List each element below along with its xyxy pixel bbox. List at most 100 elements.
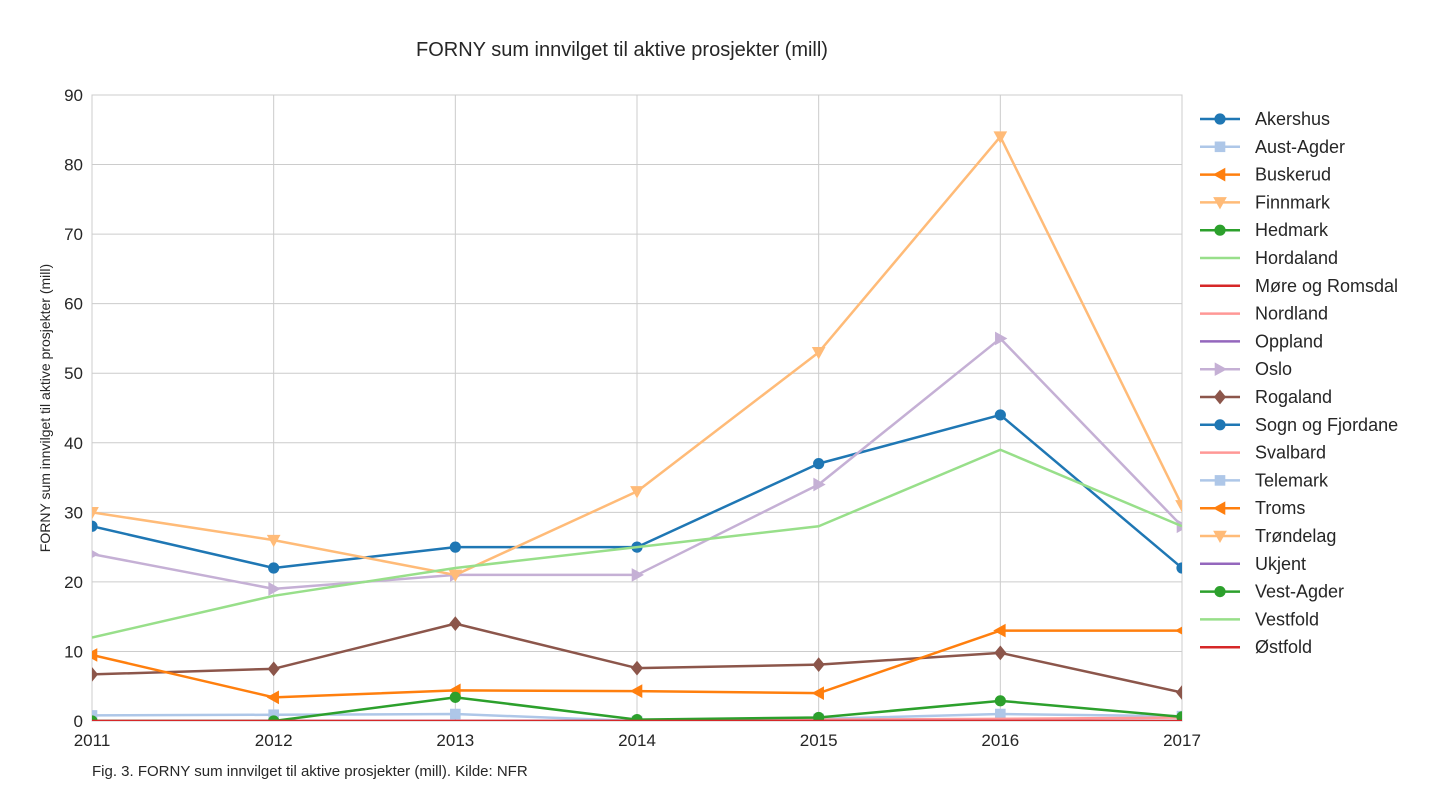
series-rogaland [92,616,1182,700]
legend-label: Nordland [1255,304,1328,324]
data-point [450,708,461,720]
series-nordland [92,716,1182,721]
y-tick-label: 20 [64,573,83,592]
data-point [813,458,825,470]
data-point [92,710,98,721]
legend-marker [1212,167,1226,182]
data-point [994,409,1006,421]
y-tick-label: 50 [64,364,83,383]
legend-item: Finnmark [1200,192,1331,212]
y-tick-label: 60 [64,295,83,314]
legend-label: Møre og Romsdal [1255,276,1398,296]
data-point [995,331,1008,346]
y-tick-label: 70 [64,225,83,244]
data-point [630,660,644,676]
data-point [267,661,280,677]
series-oslo [92,331,1182,596]
legend-label: Finnmark [1255,192,1331,212]
series-trøndelag [92,131,1182,582]
data-point [268,581,281,596]
data-point [449,616,462,632]
data-point [92,715,98,721]
legend-item: Rogaland [1200,387,1332,407]
legend-label: Ukjent [1255,554,1306,574]
legend-marker [1212,501,1226,516]
data-point [266,690,279,705]
y-axis-label: FORNY sum innvilget til aktive prosjekte… [37,264,53,552]
series-line [92,716,1182,721]
legend-item: Hordaland [1200,248,1338,268]
data-point [629,684,643,698]
y-tick-label: 10 [64,642,83,661]
data-point [631,568,645,582]
y-tick-label: 0 [74,712,83,731]
legend-item: Sogn og Fjordane [1200,415,1398,435]
y-tick-label: 80 [64,156,83,175]
legend-label: Vestfold [1255,609,1319,629]
legend-label: Svalbard [1255,443,1326,463]
data-point [1175,685,1182,700]
legend-label: Hordaland [1255,248,1338,268]
legend-marker [1213,530,1227,544]
legend-label: Rogaland [1255,387,1332,407]
x-tick-label: 2016 [981,731,1019,750]
series-vestfold [92,448,1182,639]
legend-item: Aust-Agder [1200,137,1345,157]
data-point [811,686,824,701]
data-point [813,711,825,721]
legend-marker [1213,389,1227,405]
data-point [994,645,1007,661]
legend-marker [1214,419,1226,431]
legend-marker [1214,362,1228,377]
x-tick-label: 2017 [1163,731,1201,750]
data-point [448,569,463,582]
grid [91,94,1183,722]
data-point [449,541,461,553]
data-point [92,550,100,558]
legend-item: Buskerud [1200,165,1331,185]
data-point [630,486,644,499]
legend-item: Vest-Agder [1200,582,1344,602]
legend-marker [1213,197,1227,210]
data-point [449,691,461,703]
figure-caption: Fig. 3. FORNY sum innvilget til aktive p… [92,763,528,780]
legend-label: Oslo [1255,359,1292,379]
legend-label: Akershus [1255,109,1330,129]
axes: 0 10 20 30 40 50 60 70 80 90 2011 2012 2013 2014 2015 2… [64,86,1201,750]
x-tick-label: 2014 [618,731,656,750]
series-vest-agder [92,691,1182,721]
x-tick-label: 2015 [800,731,838,750]
legend-label: Telemark [1255,470,1329,490]
data-point [92,648,98,662]
data-point [631,714,643,721]
data-point [1175,500,1182,513]
legend-marker [1214,586,1226,598]
legend-item: Akershus [1200,109,1330,129]
data-point [268,562,280,574]
x-tick-label: 2013 [436,731,474,750]
data-point [811,347,826,360]
series-line [92,448,1182,639]
data-point [813,477,826,492]
legend-item: Trøndelag [1200,526,1336,546]
data-point [268,715,280,721]
data-point [1176,562,1182,574]
legend-label: Hedmark [1255,220,1329,240]
data-point [994,695,1006,707]
legend: Akershus Aust-Agder Buskerud Finnmark Hedmar… [1200,109,1398,657]
legend-marker [1214,224,1226,236]
data-point [266,534,281,548]
legend-item: Troms [1200,498,1305,518]
legend-label: Trøndelag [1255,526,1336,546]
y-tick-label: 90 [64,86,83,105]
data-point [1176,711,1182,721]
legend-item: Nordland [1200,304,1328,324]
data-point [993,131,1008,144]
data-point [993,623,1006,638]
legend-label: Østfold [1255,637,1312,657]
legend-item: Oslo [1200,359,1292,379]
legend-item: Svalbard [1200,443,1326,463]
legend-label: Buskerud [1255,165,1331,185]
legend-marker [1214,475,1226,486]
legend-item: Hedmark [1200,220,1329,240]
